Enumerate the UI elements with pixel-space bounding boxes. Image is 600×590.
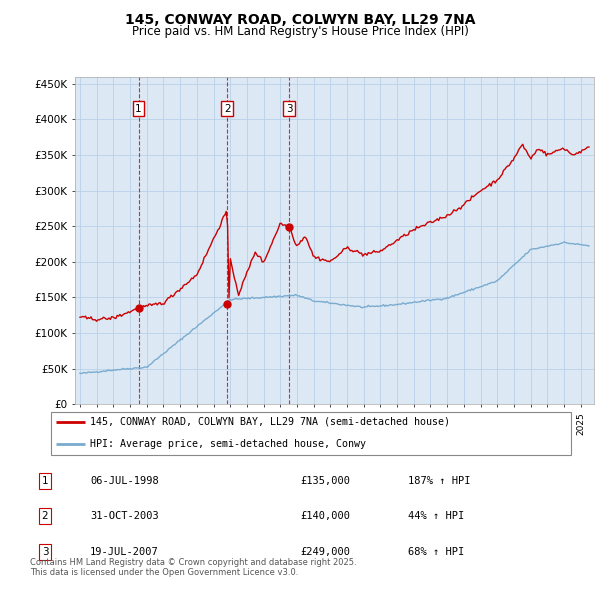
- Text: 68% ↑ HPI: 68% ↑ HPI: [408, 547, 464, 556]
- Text: 1: 1: [41, 476, 49, 486]
- Text: 44% ↑ HPI: 44% ↑ HPI: [408, 512, 464, 521]
- Text: £140,000: £140,000: [300, 512, 350, 521]
- Text: Contains HM Land Registry data © Crown copyright and database right 2025.
This d: Contains HM Land Registry data © Crown c…: [30, 558, 356, 577]
- Text: HPI: Average price, semi-detached house, Conwy: HPI: Average price, semi-detached house,…: [90, 439, 366, 449]
- Text: 19-JUL-2007: 19-JUL-2007: [90, 547, 159, 556]
- Text: 2: 2: [224, 104, 230, 114]
- Text: 3: 3: [41, 547, 49, 556]
- FancyBboxPatch shape: [50, 412, 571, 455]
- Text: 06-JUL-1998: 06-JUL-1998: [90, 476, 159, 486]
- Text: 187% ↑ HPI: 187% ↑ HPI: [408, 476, 470, 486]
- Text: 145, CONWAY ROAD, COLWYN BAY, LL29 7NA (semi-detached house): 145, CONWAY ROAD, COLWYN BAY, LL29 7NA (…: [90, 417, 450, 427]
- Text: £135,000: £135,000: [300, 476, 350, 486]
- Text: 2: 2: [41, 512, 49, 521]
- Text: 31-OCT-2003: 31-OCT-2003: [90, 512, 159, 521]
- Text: 1: 1: [135, 104, 142, 114]
- Text: 145, CONWAY ROAD, COLWYN BAY, LL29 7NA: 145, CONWAY ROAD, COLWYN BAY, LL29 7NA: [125, 13, 475, 27]
- Text: £249,000: £249,000: [300, 547, 350, 556]
- Text: 3: 3: [286, 104, 293, 114]
- Text: Price paid vs. HM Land Registry's House Price Index (HPI): Price paid vs. HM Land Registry's House …: [131, 25, 469, 38]
